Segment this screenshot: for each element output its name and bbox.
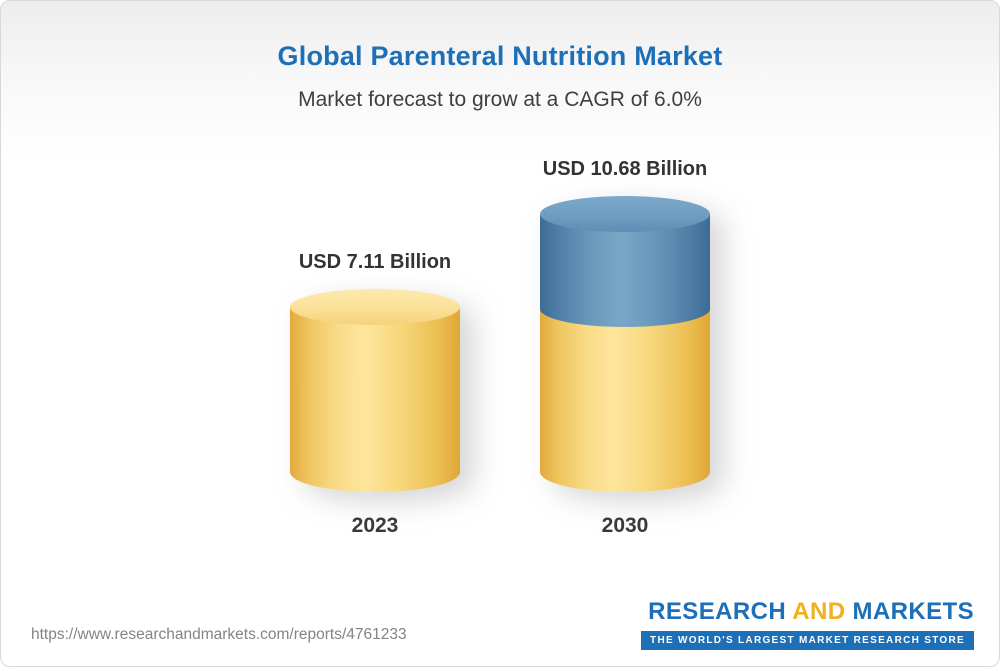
- bar-value-2023: USD 7.11 Billion: [298, 251, 452, 273]
- bar-group-2030: USD 10.68 Billion 2030: [540, 158, 710, 538]
- source-url: https://www.researchandmarkets.com/repor…: [31, 626, 407, 643]
- cylinder-2023-body: [290, 307, 460, 492]
- logo-tagline: THE WORLD'S LARGEST MARKET RESEARCH STOR…: [641, 631, 974, 650]
- cylinder-2030: [540, 196, 710, 492]
- bar-group-2023: USD 7.11 Billion 2023: [290, 251, 460, 538]
- cylinder-2023-top-cap: [290, 289, 460, 325]
- footer: https://www.researchandmarkets.com/repor…: [31, 598, 974, 650]
- logo-word-and: AND: [792, 598, 846, 625]
- bar-chart: USD 7.11 Billion 2023 USD 10.68 Billion …: [1, 158, 999, 538]
- research-and-markets-logo: RESEARCH AND MARKETS THE WORLD'S LARGEST…: [641, 598, 974, 650]
- cylinder-2030-base-segment: [540, 307, 710, 492]
- cylinder-2030-growth-segment: [540, 214, 710, 327]
- logo-word-research: RESEARCH: [648, 598, 787, 625]
- bar-value-2030: USD 10.68 Billion: [542, 158, 708, 180]
- cylinder-2023: [290, 289, 460, 492]
- cylinder-2030-top-cap: [540, 196, 710, 232]
- logo-wordmark: RESEARCH AND MARKETS: [641, 598, 974, 626]
- chart-header: Global Parenteral Nutrition Market Marke…: [1, 1, 999, 112]
- bar-year-2023: 2023: [351, 514, 399, 537]
- bar-year-2030: 2030: [601, 514, 649, 537]
- chart-subtitle: Market forecast to grow at a CAGR of 6.0…: [298, 88, 702, 111]
- chart-title: Global Parenteral Nutrition Market: [277, 41, 723, 71]
- logo-word-markets: MARKETS: [852, 598, 974, 625]
